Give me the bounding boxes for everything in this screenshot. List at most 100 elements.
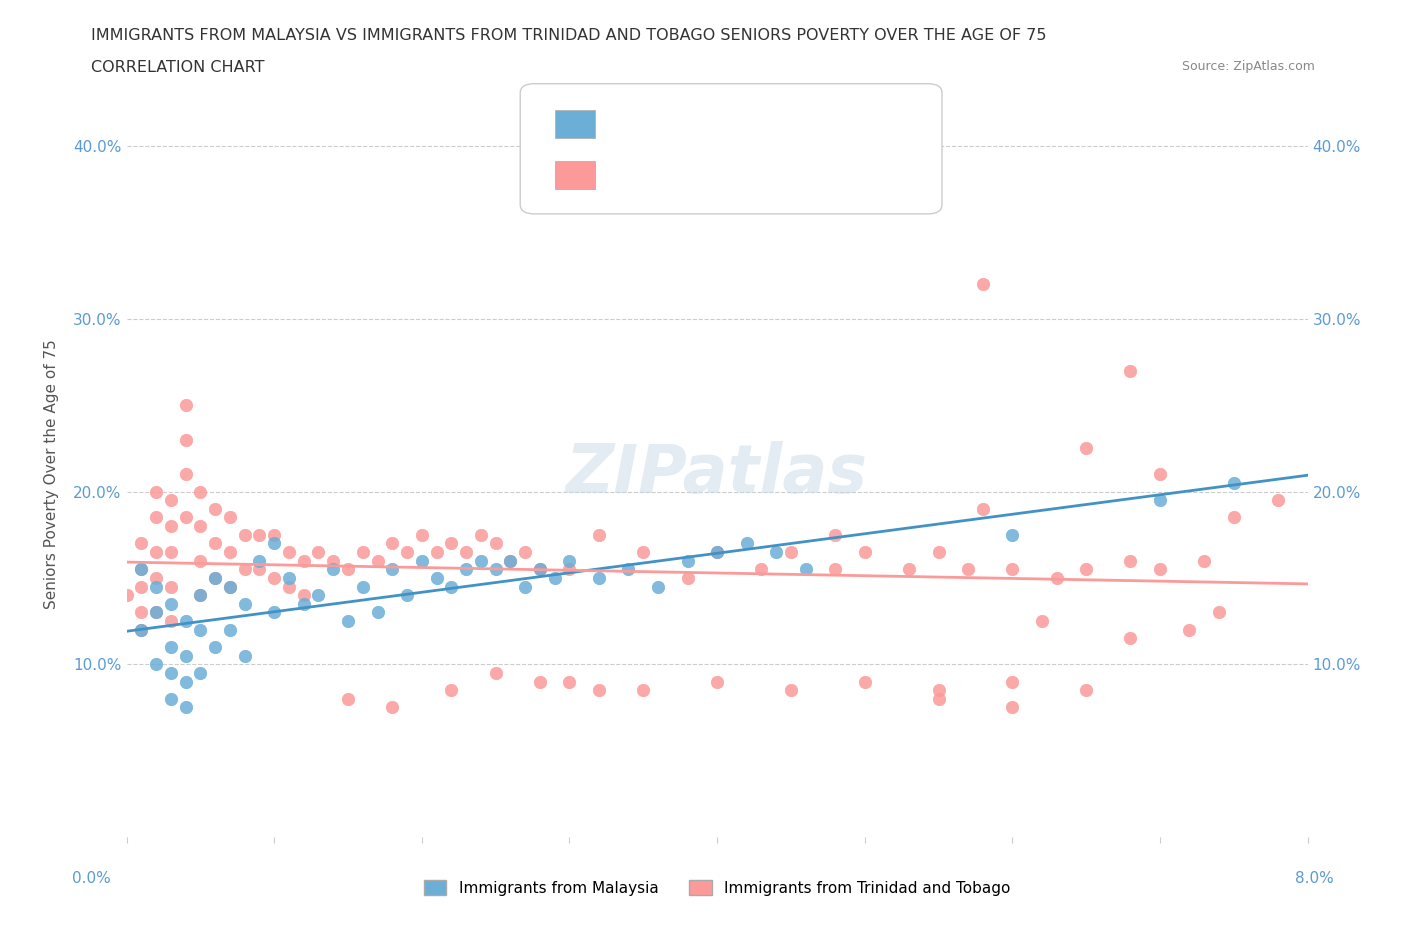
Point bbox=[470, 527, 492, 542]
Point bbox=[188, 553, 212, 568]
Point bbox=[396, 588, 419, 603]
Point bbox=[396, 545, 419, 560]
Point bbox=[174, 674, 197, 689]
Point bbox=[204, 570, 226, 585]
Point bbox=[278, 570, 301, 585]
Point bbox=[529, 674, 551, 689]
Point bbox=[129, 562, 153, 577]
Point bbox=[779, 545, 801, 560]
Y-axis label: Seniors Poverty Over the Age of 75: Seniors Poverty Over the Age of 75 bbox=[45, 339, 59, 609]
Point bbox=[174, 467, 197, 482]
Text: Source: ZipAtlas.com: Source: ZipAtlas.com bbox=[1181, 60, 1315, 73]
Point bbox=[1192, 553, 1215, 568]
Point bbox=[219, 545, 242, 560]
Point bbox=[204, 570, 226, 585]
Point bbox=[129, 579, 153, 594]
Point bbox=[1119, 364, 1142, 379]
Point bbox=[160, 640, 183, 655]
Point bbox=[352, 545, 374, 560]
Point bbox=[515, 579, 537, 594]
Point bbox=[263, 527, 285, 542]
Point bbox=[1223, 510, 1246, 525]
Point bbox=[529, 562, 551, 577]
Point bbox=[957, 562, 980, 577]
Point bbox=[233, 596, 256, 611]
Point bbox=[1001, 674, 1024, 689]
Point bbox=[278, 545, 301, 560]
Point bbox=[263, 605, 285, 620]
Point bbox=[1031, 614, 1053, 629]
Point bbox=[381, 562, 404, 577]
Point bbox=[219, 579, 242, 594]
Point bbox=[529, 562, 551, 577]
Point bbox=[1267, 493, 1289, 508]
Point bbox=[1001, 700, 1024, 715]
Point bbox=[647, 579, 669, 594]
Point bbox=[456, 545, 478, 560]
Point bbox=[249, 527, 271, 542]
Point bbox=[174, 700, 197, 715]
Point bbox=[204, 501, 226, 516]
Point bbox=[1149, 493, 1171, 508]
Point bbox=[160, 691, 183, 706]
Point bbox=[292, 596, 315, 611]
Point bbox=[426, 545, 449, 560]
Point bbox=[558, 674, 581, 689]
Point bbox=[779, 683, 801, 698]
Point bbox=[204, 640, 226, 655]
Point bbox=[853, 545, 876, 560]
Text: 8.0%: 8.0% bbox=[1295, 871, 1334, 886]
Point bbox=[928, 691, 950, 706]
Text: ZIPatlas: ZIPatlas bbox=[567, 442, 868, 507]
Point bbox=[145, 545, 167, 560]
Point bbox=[322, 553, 344, 568]
Point bbox=[1208, 605, 1230, 620]
Point bbox=[440, 683, 463, 698]
Point bbox=[174, 614, 197, 629]
Point bbox=[145, 485, 167, 499]
Point bbox=[588, 683, 610, 698]
Point bbox=[160, 493, 183, 508]
Point bbox=[588, 570, 610, 585]
Point bbox=[706, 545, 728, 560]
Text: R = 0.204   N =  56: R = 0.204 N = 56 bbox=[607, 113, 783, 131]
Point bbox=[1076, 562, 1098, 577]
Point bbox=[145, 657, 167, 671]
Point bbox=[188, 485, 212, 499]
Point bbox=[278, 579, 301, 594]
Point bbox=[337, 562, 360, 577]
Point bbox=[676, 570, 699, 585]
Point bbox=[160, 545, 183, 560]
Point bbox=[824, 562, 846, 577]
Point bbox=[188, 519, 212, 534]
Point bbox=[145, 570, 167, 585]
Text: CORRELATION CHART: CORRELATION CHART bbox=[91, 60, 264, 75]
Point bbox=[426, 570, 449, 585]
Point bbox=[367, 605, 389, 620]
Point bbox=[1223, 475, 1246, 490]
Point bbox=[484, 666, 508, 681]
Point bbox=[145, 605, 167, 620]
Point bbox=[129, 562, 153, 577]
Point bbox=[499, 553, 522, 568]
Point bbox=[337, 614, 360, 629]
Text: 0.0%: 0.0% bbox=[72, 871, 111, 886]
Text: R = 0.044   N = 102: R = 0.044 N = 102 bbox=[607, 165, 789, 182]
Point bbox=[367, 553, 389, 568]
Point bbox=[1076, 683, 1098, 698]
Point bbox=[263, 536, 285, 551]
Point bbox=[188, 588, 212, 603]
Point bbox=[515, 545, 537, 560]
Point bbox=[233, 562, 256, 577]
Point bbox=[928, 545, 950, 560]
Point bbox=[617, 562, 640, 577]
Point bbox=[972, 501, 994, 516]
Point bbox=[706, 545, 728, 560]
Point bbox=[307, 588, 329, 603]
Point bbox=[352, 579, 374, 594]
Point bbox=[145, 579, 167, 594]
Point bbox=[204, 536, 226, 551]
Point bbox=[558, 553, 581, 568]
Point bbox=[411, 553, 433, 568]
Point bbox=[129, 536, 153, 551]
